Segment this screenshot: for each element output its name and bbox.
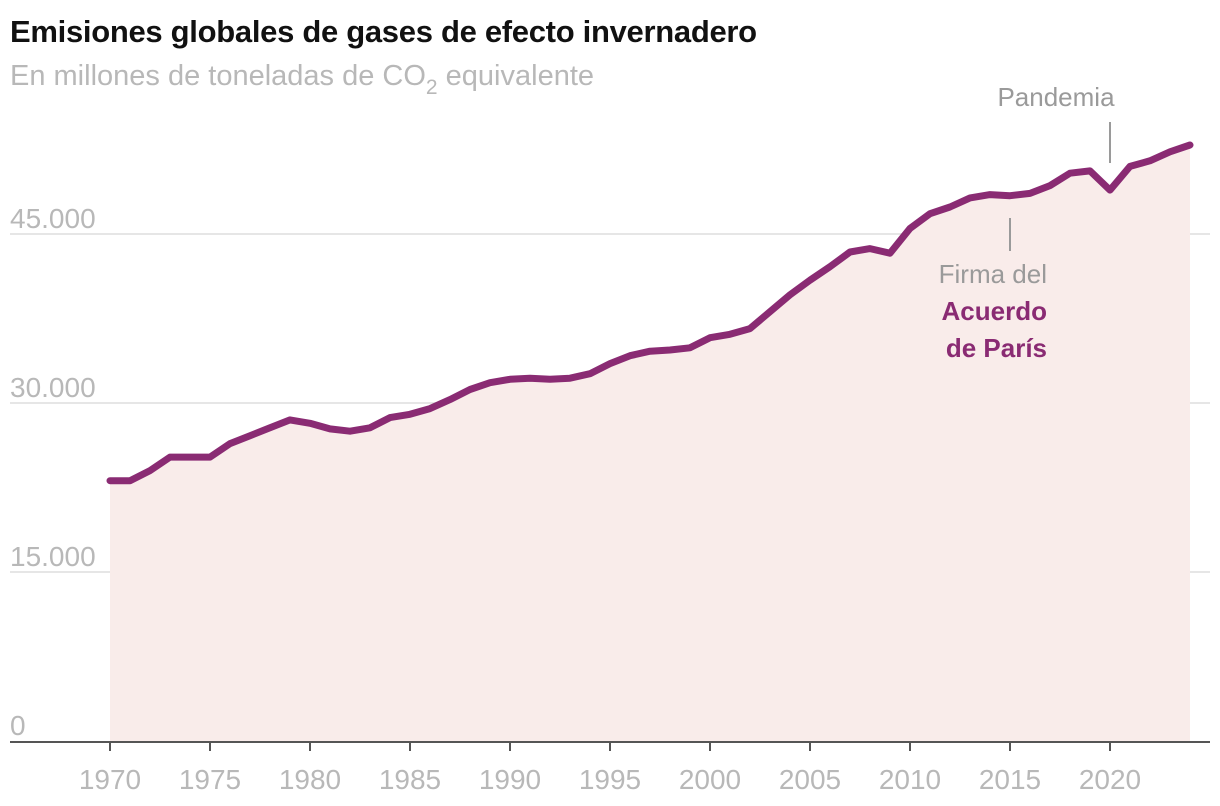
paris-annotation-line1: Firma del	[939, 259, 1047, 289]
paris-annotation-line2: Acuerdo	[942, 296, 1047, 326]
y-tick-label: 0	[10, 710, 26, 741]
subtitle-main: En millones de toneladas de CO	[10, 60, 426, 92]
x-tick-label: 1990	[479, 764, 541, 795]
x-tick-label: 2000	[679, 764, 741, 795]
annotations: Pandemia Firma del Acuerdo de París	[939, 82, 1115, 363]
x-tick-label: 1995	[579, 764, 641, 795]
y-tick-label: 15.000	[10, 541, 96, 572]
x-tick-label: 1985	[379, 764, 441, 795]
x-axis: 1970 1975 1980 1985 1990 1995 2000 2005 2010 2015…	[79, 742, 1141, 795]
x-tick-label: 1975	[179, 764, 241, 795]
x-tick-label: 2010	[879, 764, 941, 795]
x-tick-label: 1980	[279, 764, 341, 795]
area-fill	[110, 145, 1190, 741]
x-tick-label: 2015	[979, 764, 1041, 795]
y-tick-label: 45.000	[10, 203, 96, 234]
paris-annotation-line3: de París	[946, 333, 1047, 363]
subtitle-subscript: 2	[425, 76, 438, 99]
chart-subtitle: En millones de toneladas de CO2 equivale…	[10, 60, 595, 99]
x-tick-label: 2005	[779, 764, 841, 795]
subtitle-end: equivalente	[437, 60, 595, 92]
y-tick-label: 30.000	[10, 372, 96, 403]
y-axis: 0 15.000 30.000 45.000	[10, 203, 96, 741]
x-tick-label: 2020	[1079, 764, 1141, 795]
pandemia-annotation: Pandemia	[997, 82, 1115, 112]
x-tick-label: 1970	[79, 764, 141, 795]
chart-title: Emisiones globales de gases de efecto in…	[10, 14, 757, 49]
emissions-line	[106, 141, 1194, 485]
